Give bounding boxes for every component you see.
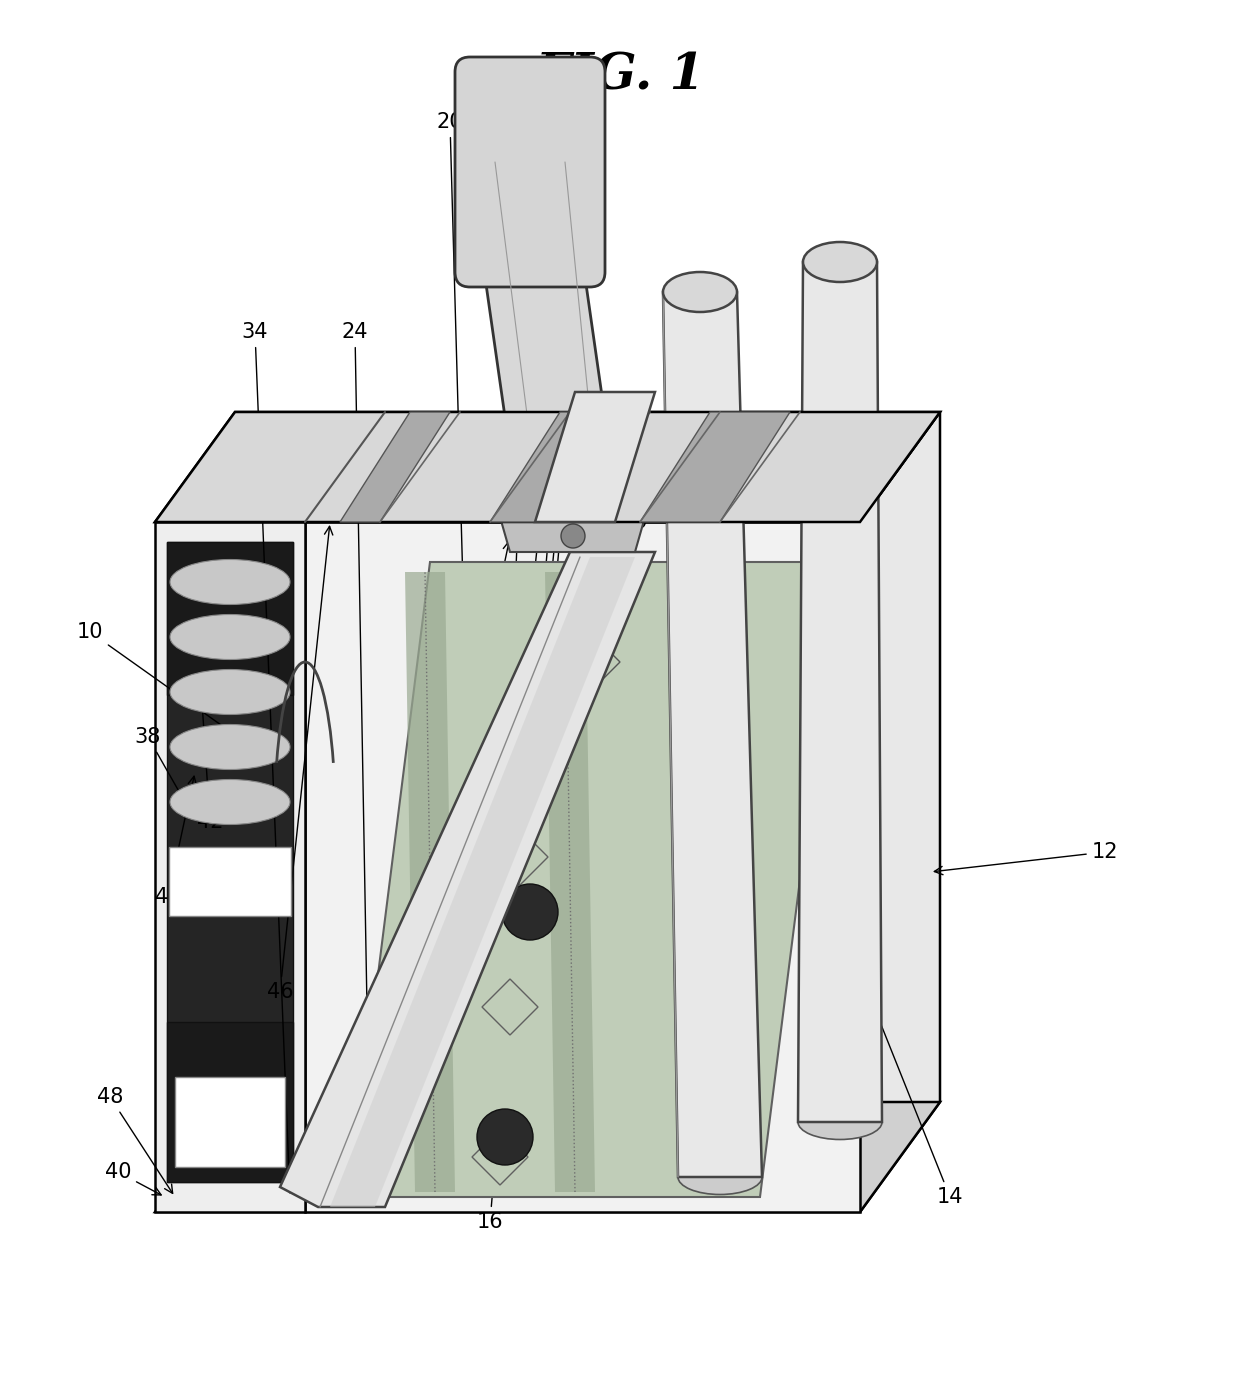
Polygon shape [155,1102,940,1212]
Polygon shape [480,242,620,522]
Text: 10: 10 [77,622,242,739]
Text: 34: 34 [242,322,294,1193]
Text: 48: 48 [97,1087,172,1193]
Polygon shape [330,557,635,1207]
Circle shape [477,1109,533,1165]
Text: 30: 30 [640,692,789,715]
Circle shape [502,884,558,940]
Circle shape [560,523,585,548]
Ellipse shape [678,1160,763,1194]
Polygon shape [799,262,882,1122]
Polygon shape [155,412,940,522]
Ellipse shape [170,724,290,770]
Text: 24: 24 [342,322,374,1172]
Text: 30: 30 [539,512,649,848]
Polygon shape [534,393,655,522]
Ellipse shape [170,780,290,824]
Text: 20: 20 [436,111,484,1187]
Ellipse shape [799,1104,882,1140]
Polygon shape [861,412,940,1212]
FancyBboxPatch shape [455,57,605,287]
Polygon shape [305,522,861,1212]
Polygon shape [167,541,293,1182]
Polygon shape [640,412,790,522]
Text: 28: 28 [486,221,543,1187]
Bar [175,1077,285,1166]
Polygon shape [340,412,450,522]
Text: 26: 26 [618,661,794,912]
Polygon shape [490,412,640,522]
Text: 46: 46 [267,526,332,1002]
Text: 42: 42 [197,677,223,832]
Text: 30: 30 [653,654,789,773]
Text: 16: 16 [476,347,568,1232]
Ellipse shape [663,271,737,312]
Text: 14: 14 [861,976,963,1207]
Polygon shape [280,553,655,1207]
Polygon shape [167,541,293,695]
Text: 36: 36 [502,362,588,1137]
Polygon shape [500,516,645,553]
Polygon shape [350,562,839,1197]
Text: 22: 22 [487,322,573,988]
Text: 32: 32 [557,622,673,818]
Text: 36: 36 [507,327,588,992]
Text: 40: 40 [104,1162,161,1194]
Text: 38: 38 [135,727,182,798]
Ellipse shape [170,614,290,660]
Text: 30: 30 [518,452,649,1027]
Text: 12: 12 [934,842,1118,874]
Ellipse shape [170,670,290,714]
Polygon shape [546,572,595,1192]
Polygon shape [155,412,940,522]
Polygon shape [405,572,455,1192]
Polygon shape [167,1022,293,1182]
Polygon shape [155,522,305,1212]
Text: FIG. 1: FIG. 1 [536,52,704,102]
Text: 18: 18 [372,541,511,1137]
Ellipse shape [170,560,290,604]
Ellipse shape [804,242,877,283]
Bar [169,846,291,916]
Text: 44: 44 [155,777,196,908]
Polygon shape [663,292,763,1178]
